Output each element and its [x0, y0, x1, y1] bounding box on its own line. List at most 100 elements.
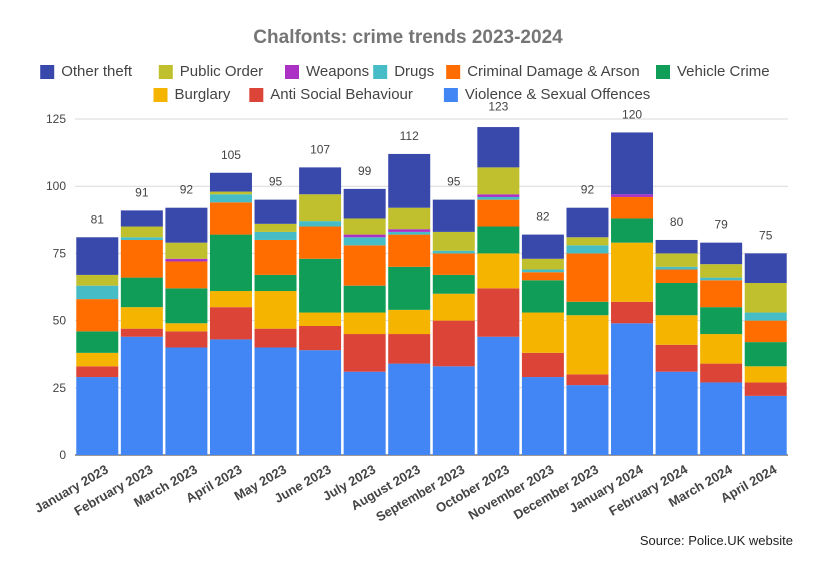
- bar-segment-public-order: [209, 191, 252, 195]
- bar-segment-other-theft: [76, 237, 119, 275]
- bar-segment-other-theft: [254, 199, 297, 224]
- bar-segment-burglary: [432, 293, 475, 321]
- bar-segment-violence-and-sexual-offences: [744, 395, 787, 455]
- bar-segment-other-theft: [744, 253, 787, 283]
- bar-segment-other-theft: [343, 188, 386, 219]
- total-label: 92: [180, 183, 194, 197]
- bar-segment-criminal-damage-and-arson: [254, 239, 297, 275]
- legend-label-weapons: Weapons: [306, 63, 369, 80]
- y-tick-label: 100: [46, 179, 66, 193]
- bar-segment-drugs: [521, 269, 564, 273]
- bar-segment-anti-social-behaviour: [165, 331, 208, 348]
- bar-segment-criminal-damage-and-arson: [209, 202, 252, 235]
- bar-segment-public-order: [165, 242, 208, 259]
- bar-segment-anti-social-behaviour: [655, 344, 698, 372]
- bar-segment-violence-and-sexual-offences: [432, 366, 475, 455]
- bar-segment-anti-social-behaviour: [477, 288, 520, 337]
- y-tick-label: 75: [53, 246, 67, 260]
- bar-segment-criminal-damage-and-arson: [477, 199, 520, 227]
- total-label: 80: [670, 215, 684, 229]
- bar-segment-burglary: [611, 242, 654, 302]
- bar-segment-anti-social-behaviour: [254, 328, 297, 348]
- bar-segment-vehicle-crime: [343, 285, 386, 313]
- bar-segment-criminal-damage-and-arson: [611, 196, 654, 219]
- bar-segment-other-theft: [299, 167, 342, 195]
- bar-segment-vehicle-crime: [299, 258, 342, 313]
- total-label: 79: [714, 218, 728, 232]
- bar-segment-other-theft: [700, 242, 743, 265]
- total-label: 91: [135, 185, 149, 199]
- bar-segment-burglary: [254, 291, 297, 329]
- bar-segment-violence-and-sexual-offences: [655, 371, 698, 455]
- bar-segment-vehicle-crime: [165, 288, 208, 324]
- bar-segment-drugs: [700, 277, 743, 281]
- bar-segment-violence-and-sexual-offences: [700, 382, 743, 455]
- legend-swatch-vehicle-crime: [656, 65, 670, 79]
- legend-label-violence-and-sexual-offences: Violence & Sexual Offences: [465, 86, 650, 103]
- bar-segment-violence-and-sexual-offences: [388, 363, 431, 455]
- bar-segment-burglary: [744, 366, 787, 383]
- bar-segment-criminal-damage-and-arson: [744, 320, 787, 343]
- bar-segment-weapons: [343, 234, 386, 238]
- bar-segment-other-theft: [611, 132, 654, 195]
- bar-segment-burglary: [76, 352, 119, 367]
- bar-segment-vehicle-crime: [477, 226, 520, 254]
- legend-swatch-public-order: [158, 65, 173, 79]
- bar-segment-other-theft: [655, 239, 698, 254]
- bar-segment-criminal-damage-and-arson: [700, 280, 743, 308]
- bar-segment-burglary: [388, 309, 431, 335]
- bar-segment-other-theft: [388, 153, 431, 208]
- bar-segment-anti-social-behaviour: [299, 325, 342, 351]
- bar-segment-other-theft: [566, 207, 609, 238]
- bar-segment-anti-social-behaviour: [700, 363, 743, 383]
- legend-label-vehicle-crime: Vehicle Crime: [677, 63, 770, 80]
- bar-segment-burglary: [566, 315, 609, 375]
- total-label: 107: [310, 142, 330, 156]
- bar-segment-drugs: [477, 196, 520, 200]
- legend: Other theft Public Order Weapons Drugs Crimi…: [40, 63, 770, 103]
- bar-segment-other-theft: [209, 172, 252, 192]
- bar-segment-burglary: [700, 334, 743, 364]
- legend-swatch-criminal-damage-and-arson: [446, 65, 461, 79]
- legend-swatch-burglary: [153, 88, 168, 102]
- legend-label-public-order: Public Order: [180, 63, 263, 80]
- bar-segment-public-order: [76, 274, 119, 286]
- bar-segment-drugs: [655, 266, 698, 270]
- bar-segment-criminal-damage-and-arson: [521, 272, 564, 281]
- bar-segment-public-order: [120, 226, 163, 238]
- bar-segment-vehicle-crime: [209, 234, 252, 292]
- total-label: 105: [221, 148, 241, 162]
- bar-segment-other-theft: [477, 127, 520, 168]
- bar-segment-burglary: [165, 323, 208, 332]
- legend-label-burglary: Burglary: [175, 86, 231, 103]
- total-label: 81: [91, 212, 105, 226]
- bar-segment-anti-social-behaviour: [209, 307, 252, 340]
- total-label: 82: [536, 210, 550, 224]
- bar-segment-drugs: [432, 250, 475, 254]
- total-label: 95: [447, 175, 461, 189]
- bar-segment-vehicle-crime: [432, 274, 475, 294]
- y-tick-label: 25: [53, 381, 67, 395]
- bar-segment-burglary: [299, 312, 342, 326]
- bar-segment-drugs: [299, 221, 342, 227]
- bar-segment-criminal-damage-and-arson: [655, 269, 698, 283]
- bar-segment-vehicle-crime: [700, 307, 743, 335]
- total-label: 99: [358, 164, 372, 178]
- bar-segment-other-theft: [521, 234, 564, 259]
- total-label: 95: [269, 175, 283, 189]
- total-labels: 81 91 92 105 95 107 99 112 95 123 82 92 120 80 79 75: [91, 99, 773, 242]
- bar-segment-vehicle-crime: [120, 277, 163, 308]
- bar-segment-criminal-damage-and-arson: [388, 234, 431, 267]
- bar-segment-drugs: [566, 245, 609, 254]
- bar-segment-criminal-damage-and-arson: [299, 226, 342, 259]
- bar-segment-violence-and-sexual-offences: [611, 323, 654, 455]
- bar-segment-vehicle-crime: [76, 331, 119, 353]
- bar-segment-anti-social-behaviour: [120, 328, 163, 337]
- bar-segment-violence-and-sexual-offences: [254, 347, 297, 455]
- bar-segment-anti-social-behaviour: [432, 320, 475, 367]
- y-tick-label: 50: [53, 314, 67, 328]
- bar-segment-anti-social-behaviour: [611, 301, 654, 324]
- legend-swatch-drugs: [373, 65, 388, 79]
- bar-segment-other-theft: [120, 210, 163, 227]
